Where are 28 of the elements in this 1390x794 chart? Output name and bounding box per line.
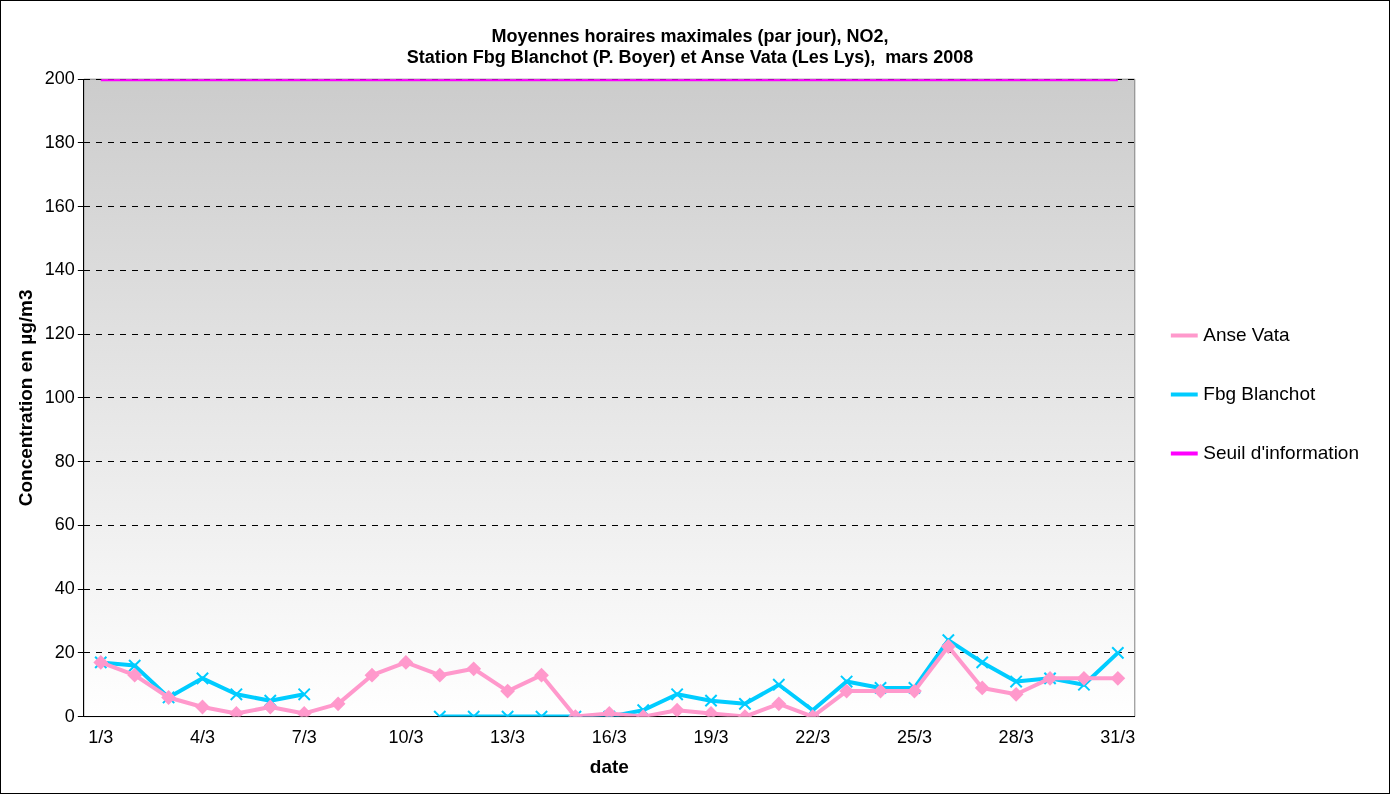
y-tick-label: 0 <box>64 705 75 726</box>
y-tick-label: 120 <box>44 323 75 344</box>
chart-title: Moyennes horaires maximales (par jour), NO2, Station Fbg Blanchot (P. Boyer) et Anse Vata (Les Lys), mars 2008 <box>406 25 974 68</box>
x-tick-label: 7/3 <box>291 727 317 748</box>
x-tick-label: 16/3 <box>591 727 627 748</box>
y-tick-label: 20 <box>54 641 75 662</box>
x-tick-label: 1/3 <box>88 727 114 748</box>
x-tick-label: 10/3 <box>388 727 424 748</box>
x-tick-label: 28/3 <box>998 727 1034 748</box>
x-tick-label: 19/3 <box>693 727 729 748</box>
y-tick-label: 180 <box>44 131 75 152</box>
y-tick-label: 60 <box>54 514 75 535</box>
y-tick-label: 80 <box>54 450 75 471</box>
x-tick-label: 13/3 <box>490 727 526 748</box>
x-tick-label: 25/3 <box>896 727 932 748</box>
legend-label: Seuil d'information <box>1203 441 1360 463</box>
legend-label: Fbg Blanchot <box>1203 382 1316 404</box>
x-axis-title: date <box>589 755 629 777</box>
y-tick-label: 160 <box>44 195 75 216</box>
y-tick-label: 140 <box>44 259 75 280</box>
y-tick-label: 100 <box>44 386 75 407</box>
y-tick-label: 200 <box>44 68 75 89</box>
legend-label: Anse Vata <box>1203 323 1290 345</box>
x-tick-label: 4/3 <box>189 727 215 748</box>
y-axis-title: Concentration en µg/m3 <box>14 289 36 507</box>
y-tick-label: 40 <box>54 578 75 599</box>
x-tick-label: 22/3 <box>795 727 831 748</box>
x-tick-label: 31/3 <box>1100 727 1136 748</box>
